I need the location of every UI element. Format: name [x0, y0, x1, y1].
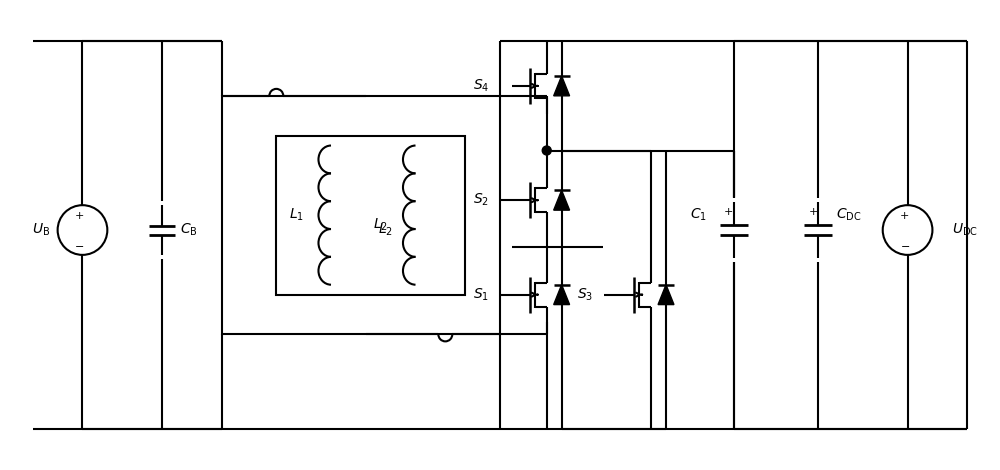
Text: $L_1$: $L_1$	[289, 207, 304, 223]
Text: +: +	[900, 211, 909, 221]
Text: $L_2$: $L_2$	[378, 222, 393, 238]
Bar	[276, 135, 465, 295]
Polygon shape	[554, 190, 570, 210]
Text: +: +	[75, 211, 84, 221]
Text: $L_2$: $L_2$	[373, 217, 388, 233]
Text: $-$: $-$	[900, 240, 910, 250]
Polygon shape	[658, 285, 674, 305]
Polygon shape	[554, 76, 570, 96]
Text: $U_{\rm B}$: $U_{\rm B}$	[32, 222, 50, 238]
Text: $-$: $-$	[74, 240, 85, 250]
Text: $C_{\rm DC}$: $C_{\rm DC}$	[836, 207, 861, 223]
Text: $S_2$: $S_2$	[473, 192, 489, 208]
Polygon shape	[554, 285, 570, 305]
Text: $C_{\rm B}$: $C_{\rm B}$	[180, 222, 198, 238]
Text: $S_1$: $S_1$	[473, 286, 489, 303]
Text: +: +	[724, 207, 733, 217]
Circle shape	[542, 146, 551, 155]
Text: $S_3$: $S_3$	[577, 286, 593, 303]
Text: $U_{\rm DC}$: $U_{\rm DC}$	[952, 222, 978, 238]
Bar	[222, 96, 500, 335]
Text: +: +	[808, 207, 818, 217]
Text: $C_1$: $C_1$	[690, 207, 707, 223]
Text: $S_4$: $S_4$	[473, 78, 489, 94]
